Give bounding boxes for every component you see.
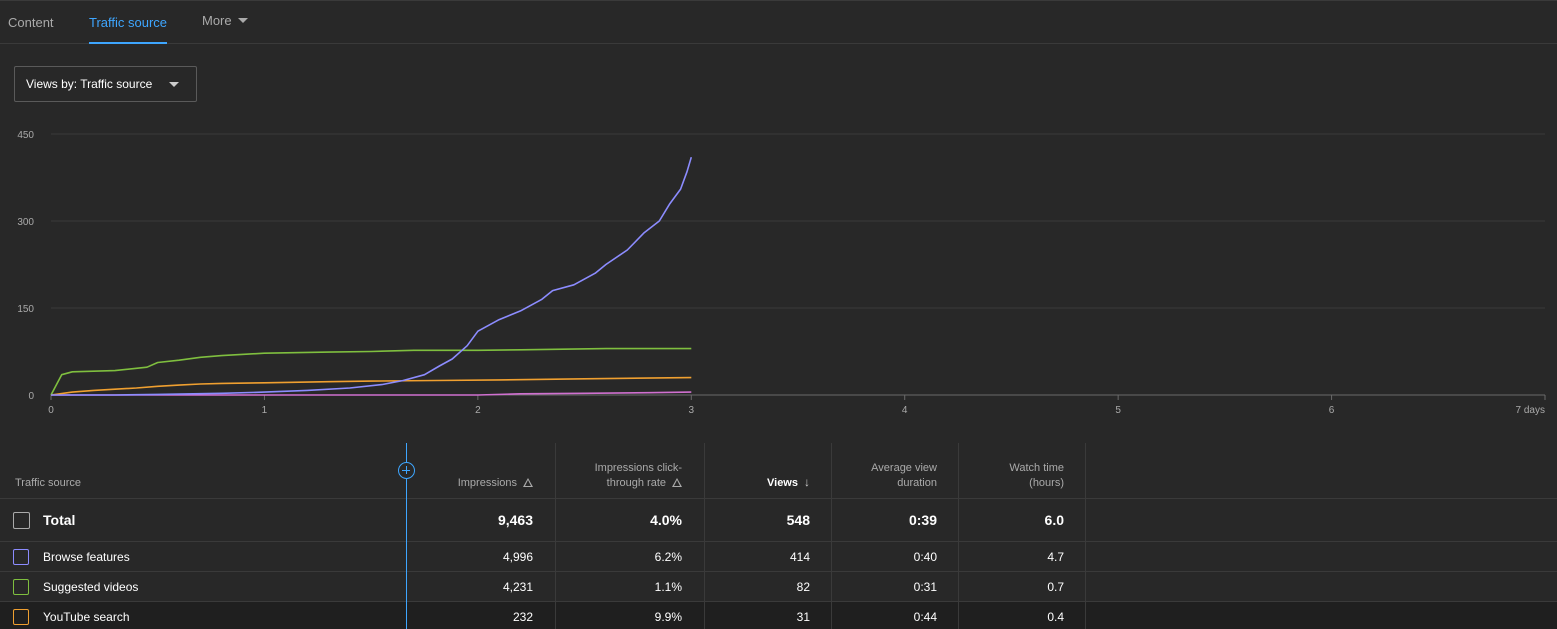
header-traffic-source[interactable]: Traffic source (15, 477, 82, 489)
cell-avd: 0:44 (913, 609, 937, 624)
header-impressions[interactable]: Impressions (458, 476, 533, 491)
cell-impressions: 4,996 (502, 549, 533, 564)
total-checkbox[interactable] (13, 512, 30, 529)
tab-content[interactable]: Content (8, 15, 54, 30)
views-by-dropdown[interactable]: Views by: Traffic source (14, 66, 197, 102)
table-header: Traffic source Impressions Impressions c… (0, 443, 1557, 499)
header-watch-time[interactable]: Watch time (hours) (1009, 462, 1064, 489)
y-tick-label: 150 (17, 304, 34, 315)
header-views[interactable]: Views ↓ (767, 475, 810, 491)
row-label: Suggested videos (43, 579, 139, 594)
cell-avd: 0:31 (913, 579, 937, 594)
tab-more-label: More (202, 13, 232, 28)
cell-impressions: 4,231 (502, 579, 533, 594)
arrow-down-icon: ↓ (804, 475, 810, 489)
x-tick-label: 0 (48, 405, 54, 416)
cell-watch: 4.7 (1047, 549, 1064, 564)
tab-traffic-source[interactable]: Traffic source (89, 1, 168, 44)
header-ctr-label: Impressions click-through rate (594, 462, 682, 489)
add-column-icon[interactable] (398, 462, 415, 479)
column-divider (958, 443, 959, 629)
chevron-down-icon (169, 82, 179, 87)
x-tick-label: 7 days (1516, 405, 1545, 416)
x-tick-label: 4 (902, 405, 908, 416)
row-checkbox[interactable] (13, 579, 29, 595)
y-tick-label: 300 (17, 217, 34, 228)
y-tick-label: 450 (17, 130, 34, 141)
column-divider (555, 443, 556, 629)
cell-ctr: 4.0% (650, 512, 682, 528)
warning-icon (672, 478, 682, 487)
series-line (51, 391, 692, 396)
row-checkbox[interactable] (13, 609, 29, 625)
column-divider (1085, 443, 1086, 629)
cell-avd: 0:40 (913, 549, 937, 564)
header-avg-view-duration[interactable]: Average view duration (871, 462, 937, 489)
table-row: Suggested videos 4,231 1.1% 82 0:31 0.7 (0, 572, 1557, 602)
cell-ctr: 9.9% (654, 609, 682, 624)
row-label: Browse features (43, 549, 130, 564)
warning-icon (523, 478, 533, 487)
cell-impressions: 9,463 (497, 512, 533, 528)
header-impressions-label: Impressions (457, 477, 517, 489)
cell-views: 31 (796, 609, 810, 624)
tab-more[interactable]: More (202, 0, 248, 42)
row-label: Total (43, 512, 76, 528)
column-divider (831, 443, 832, 629)
x-tick-label: 2 (475, 405, 481, 416)
x-tick-label: 6 (1329, 405, 1335, 416)
traffic-chart: 0 150 300 450 0 1 2 3 4 5 6 7 days (17, 130, 1546, 416)
cell-ctr: 1.1% (654, 579, 682, 594)
chevron-down-icon (237, 18, 248, 23)
x-tick-label: 3 (689, 405, 695, 416)
cell-ctr: 6.2% (654, 549, 682, 564)
cell-views: 414 (789, 549, 810, 564)
series-line (50, 347, 692, 396)
x-tick-label: 1 (262, 405, 268, 416)
cell-watch: 6.0 (1044, 512, 1064, 528)
tab-bar: Content Traffic source More (0, 0, 1557, 44)
y-tick-label: 0 (28, 391, 34, 402)
row-checkbox[interactable] (13, 549, 29, 565)
series-line (50, 376, 692, 396)
table-row: YouTube search 232 9.9% 31 0:44 0.4 (0, 602, 1557, 629)
table-row-total: Total 9,463 4.0% 548 0:39 6.0 (0, 499, 1557, 542)
header-ctr[interactable]: Impressions click-through rate (582, 461, 682, 491)
header-views-label: Views (767, 477, 798, 489)
table-row: Browse features 4,996 6.2% 414 0:40 4.7 (0, 542, 1557, 572)
cell-watch: 0.7 (1047, 579, 1064, 594)
x-tick-label: 5 (1115, 405, 1121, 416)
column-resize-handle[interactable] (406, 443, 407, 629)
cell-impressions: 232 (512, 609, 533, 624)
dropdown-label: Views by: Traffic source (26, 77, 153, 91)
cell-views: 82 (796, 579, 810, 594)
cell-views: 548 (786, 512, 810, 528)
cell-avd: 0:39 (908, 512, 937, 528)
row-label: YouTube search (43, 609, 130, 624)
traffic-table: Traffic source Impressions Impressions c… (0, 443, 1557, 629)
column-divider (704, 443, 705, 629)
series-line (51, 156, 693, 396)
cell-watch: 0.4 (1047, 609, 1064, 624)
